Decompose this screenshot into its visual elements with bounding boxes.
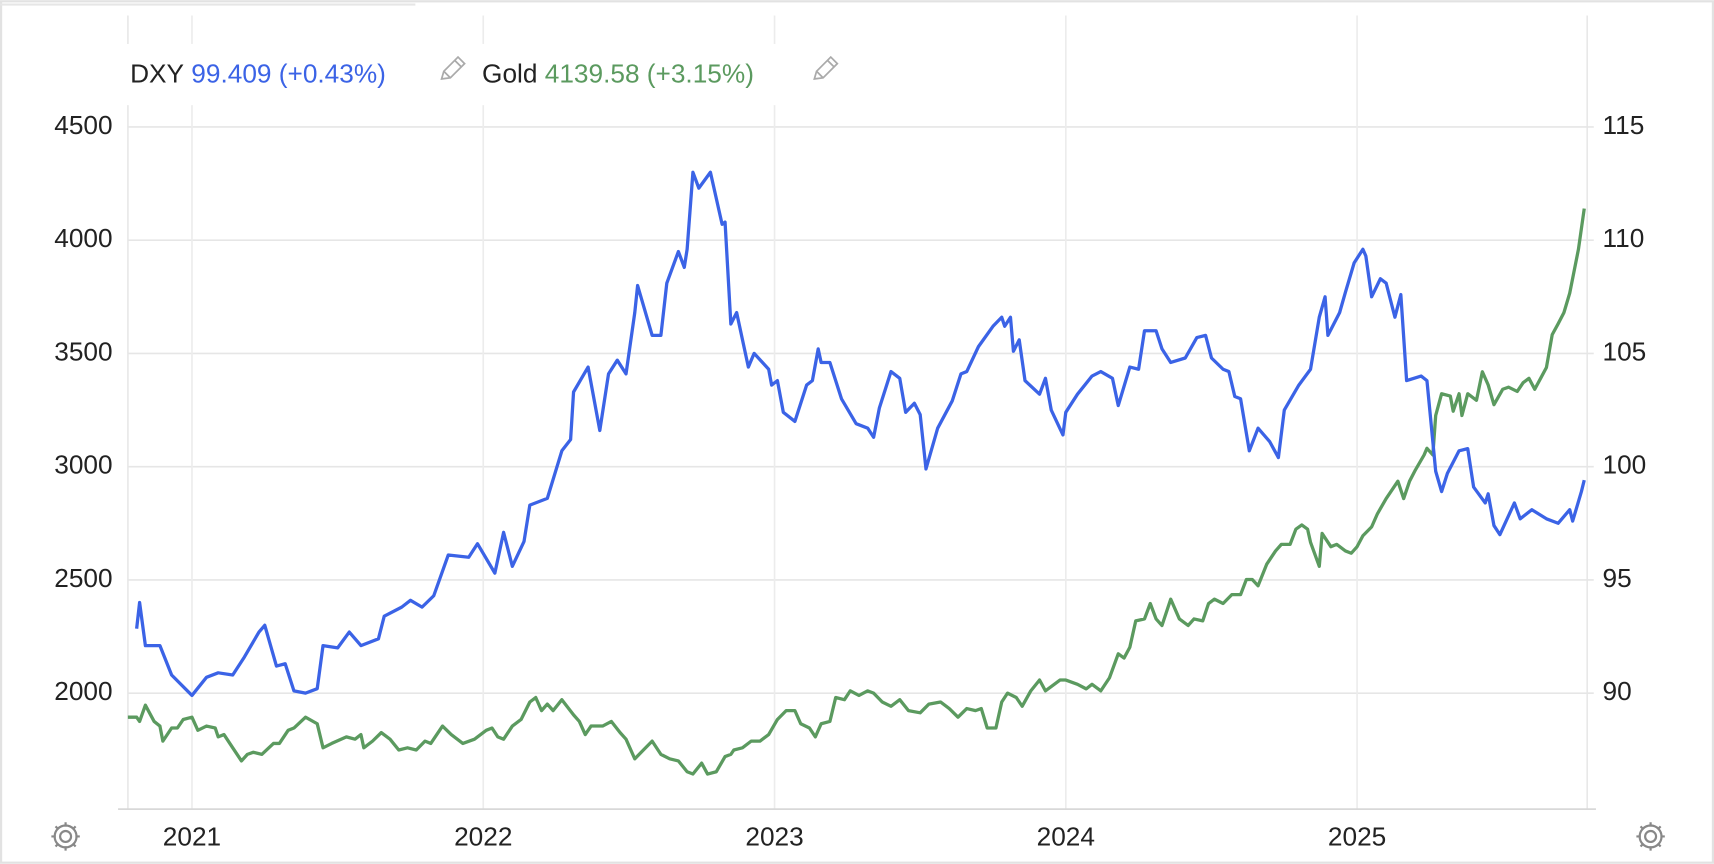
legend-name: DXY	[130, 59, 184, 89]
y-tick-label: 2500	[54, 563, 112, 593]
y2-tick-label: 110	[1603, 223, 1645, 253]
series-line	[127, 208, 1586, 776]
y-tick-label: 4500	[54, 110, 112, 140]
x-tick-label: 2025	[1328, 822, 1386, 852]
y2-tick-label: 90	[1603, 676, 1632, 706]
y2-tick-label: 95	[1603, 563, 1632, 593]
edit-icon[interactable]	[813, 55, 839, 80]
x-tick-label: 2021	[163, 822, 221, 852]
y-tick-label: 3000	[54, 450, 112, 480]
x-tick-label: 2023	[745, 822, 803, 852]
legend-bg	[120, 43, 864, 106]
legend-entry: DXY 99.409 (+0.43%)	[130, 59, 386, 89]
series-line	[135, 170, 1586, 698]
y-tick-label: 4000	[54, 223, 112, 253]
legend-quote: 99.409 (+0.43%)	[191, 59, 386, 89]
settings-icon[interactable]	[1636, 822, 1665, 851]
edit-icon[interactable]	[440, 55, 466, 80]
x-tick-label: 2022	[454, 822, 512, 852]
legend-name: Gold	[482, 59, 537, 89]
x-tick-label: 2024	[1037, 822, 1095, 852]
lines	[127, 170, 1586, 776]
y2-tick-label: 105	[1603, 336, 1647, 366]
grid: 2000 2500 3000 3500 4000 4500 90 95 100 105 110 115…	[54, 15, 1647, 852]
legend-entry: Gold 4139.58 (+3.15%)	[482, 59, 754, 89]
settings-icon[interactable]	[51, 822, 80, 851]
y2-tick-label: 115	[1603, 110, 1645, 140]
y2-tick-label: 100	[1603, 450, 1647, 480]
legend-quote: 4139.58 (+3.15%)	[545, 59, 754, 89]
y-tick-label: 3500	[54, 336, 112, 366]
y-tick-label: 2000	[54, 676, 112, 706]
